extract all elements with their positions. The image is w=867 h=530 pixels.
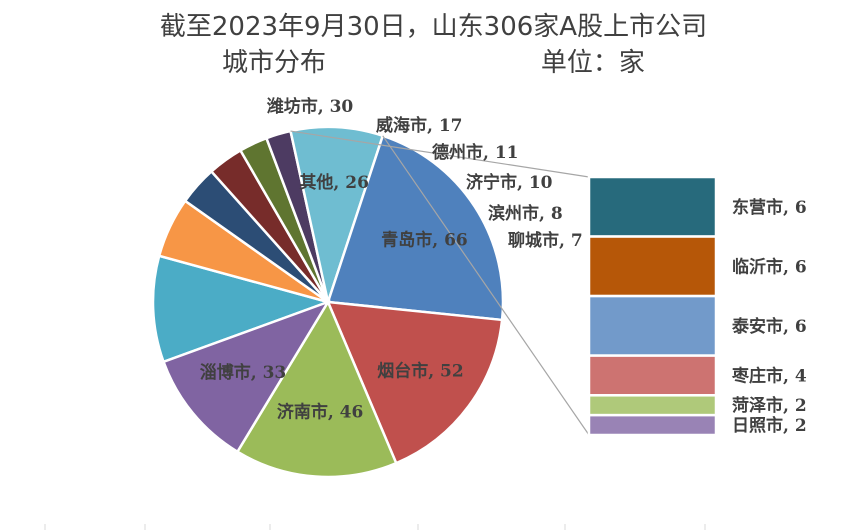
connector-line-bottom [382,135,590,436]
pie-slice-7 [289,125,385,307]
pie-label-1: 潍坊市, 30 [267,96,354,117]
bar-segment-1 [587,175,718,238]
pie-label-10: 济南市, 46 [277,402,364,423]
bar-segment-5 [587,394,718,417]
pie-label-11: 淄博市, 33 [200,362,287,383]
bar-segment-4 [587,354,718,397]
bar-label-3: 泰安市, 6 [732,316,807,337]
chart-title-line2: 城市分布 单位：家 [222,48,645,78]
bar-segment-2 [587,235,718,298]
pie-slice-10 [235,299,398,479]
chart-title-line1: 截至2023年9月30日，山东306家A股上市公司 [159,12,708,42]
pie-slice-9 [326,300,504,465]
bar-segment-6 [587,413,718,437]
bar-label-2: 临沂市, 6 [732,256,807,277]
pie-label-7: 其他, 26 [299,172,369,193]
pie-label-2: 威海市, 17 [376,115,463,136]
bar-segment-3 [587,294,718,357]
bar-label-1: 东营市, 6 [732,197,807,218]
bar-label-6: 日照市, 2 [732,415,807,436]
pie-label-9: 烟台市, 52 [377,360,464,381]
pie-label-5: 滨州市, 8 [488,203,563,224]
pie-label-8: 青岛市, 66 [381,229,468,250]
connector-line-top [290,130,590,178]
pie-label-4: 济宁市, 10 [466,172,553,193]
pie-label-6: 聊城市, 7 [508,230,583,251]
pie-slice-8 [326,134,505,322]
bar-label-4: 枣庄市, 4 [731,365,807,386]
pie-slice-1 [151,254,333,364]
pie-label-3: 德州市, 11 [432,142,519,163]
pie-slice-11 [161,299,331,454]
bar-label-5: 菏泽市, 2 [732,395,807,416]
